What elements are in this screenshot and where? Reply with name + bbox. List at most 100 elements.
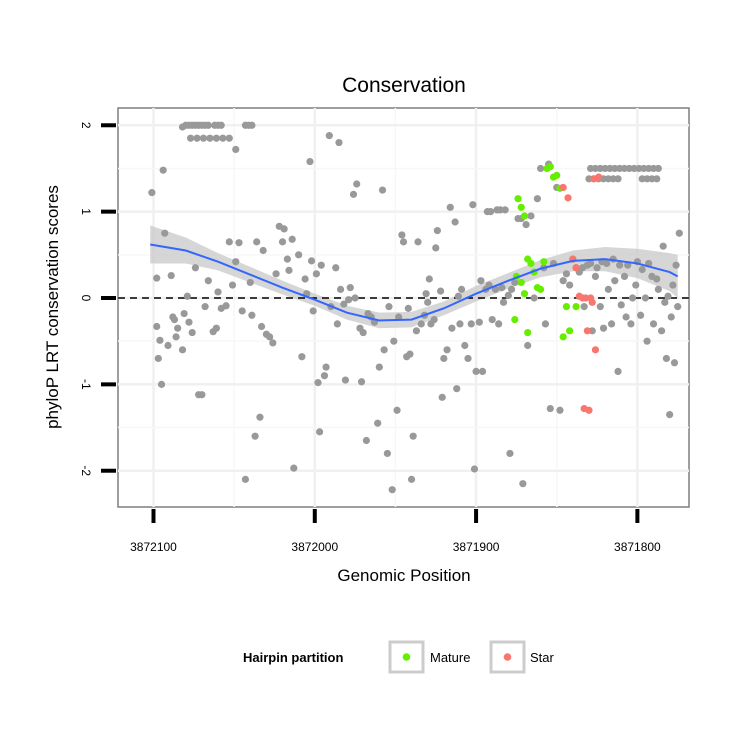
- point-other: [477, 277, 485, 285]
- point-mature: [559, 333, 567, 341]
- point-other: [527, 212, 535, 220]
- point-other: [440, 354, 448, 363]
- point-other: [432, 244, 440, 252]
- point-other: [446, 203, 454, 211]
- point-other: [469, 201, 477, 209]
- point-other: [298, 353, 306, 361]
- point-other: [522, 220, 530, 229]
- point-other: [587, 259, 595, 268]
- point-other: [307, 257, 316, 265]
- point-other: [393, 406, 401, 414]
- point-other: [591, 272, 600, 281]
- point-other: [666, 410, 674, 419]
- point-mature: [517, 278, 525, 287]
- point-other: [248, 121, 256, 129]
- point-star: [559, 183, 567, 192]
- point-star: [588, 298, 596, 306]
- point-other: [278, 238, 287, 246]
- point-other: [225, 238, 233, 246]
- point-other: [661, 298, 669, 306]
- legend-key-star: [489, 640, 526, 674]
- point-mature: [524, 328, 532, 337]
- point-other: [430, 315, 438, 324]
- point-other: [611, 277, 619, 285]
- point-other: [335, 138, 343, 147]
- point-mature: [572, 303, 580, 311]
- x-tick-label: 3872000: [291, 540, 338, 554]
- point-other: [204, 277, 212, 285]
- point-other: [454, 292, 462, 300]
- point-other: [399, 238, 408, 246]
- point-other: [164, 341, 172, 350]
- point-other: [470, 465, 479, 473]
- legend-title: Hairpin partition: [243, 650, 343, 665]
- point-other: [412, 327, 421, 335]
- point-other: [599, 324, 608, 332]
- point-other: [222, 302, 230, 310]
- point-other: [359, 328, 367, 337]
- legend-label-mature: Mature: [430, 650, 470, 665]
- point-other: [241, 475, 250, 483]
- point-mature: [511, 315, 519, 324]
- point-other: [199, 134, 208, 142]
- point-other: [541, 320, 550, 328]
- point-other: [288, 235, 296, 243]
- point-other: [664, 292, 672, 300]
- point-other: [183, 292, 191, 300]
- point-other: [206, 134, 214, 142]
- point-other: [380, 346, 388, 354]
- point-other: [174, 324, 182, 332]
- point-other: [346, 284, 354, 292]
- point-other: [675, 229, 683, 237]
- point-other: [301, 275, 309, 283]
- point-other: [272, 270, 280, 278]
- point-other: [351, 294, 359, 302]
- point-other: [306, 157, 314, 166]
- point-other: [530, 294, 538, 302]
- point-other: [499, 298, 508, 306]
- point-other: [362, 436, 371, 445]
- point-other: [649, 320, 658, 328]
- point-other: [456, 320, 464, 328]
- y-axis-title: phyloP LRT conservation scores: [43, 185, 62, 429]
- point-other: [417, 320, 425, 328]
- y-tick-label: -2: [79, 465, 93, 476]
- point-mature: [566, 327, 574, 335]
- point-other: [309, 307, 317, 315]
- point-other: [246, 278, 254, 287]
- point-other: [154, 354, 162, 363]
- point-mature: [540, 258, 548, 266]
- point-star: [564, 194, 572, 202]
- point-other: [259, 246, 267, 255]
- x-axis-title: Genomic Position: [337, 566, 470, 585]
- point-other: [662, 354, 671, 363]
- point-other: [269, 339, 277, 347]
- point-other: [406, 350, 414, 358]
- point-other: [153, 274, 161, 282]
- point-other: [312, 270, 320, 278]
- point-other: [378, 186, 387, 194]
- point-other: [314, 379, 322, 387]
- point-other: [498, 284, 506, 292]
- point-other: [603, 259, 611, 268]
- point-other: [537, 164, 545, 173]
- point-other: [519, 480, 527, 488]
- point-other: [383, 449, 391, 458]
- point-other: [388, 486, 396, 494]
- point-mature: [562, 303, 571, 311]
- point-other: [398, 231, 406, 239]
- point-other: [148, 189, 156, 197]
- point-star: [583, 327, 591, 335]
- point-other: [156, 336, 164, 344]
- point-star: [591, 346, 600, 354]
- point-other: [424, 298, 432, 306]
- point-mature: [553, 171, 561, 179]
- point-other: [340, 300, 348, 308]
- point-other: [283, 255, 291, 263]
- point-other: [596, 303, 604, 311]
- x-tick-label: 3871900: [453, 540, 500, 554]
- point-other: [654, 285, 662, 293]
- point-other: [353, 180, 361, 188]
- point-other: [436, 287, 445, 295]
- point-other: [422, 290, 430, 298]
